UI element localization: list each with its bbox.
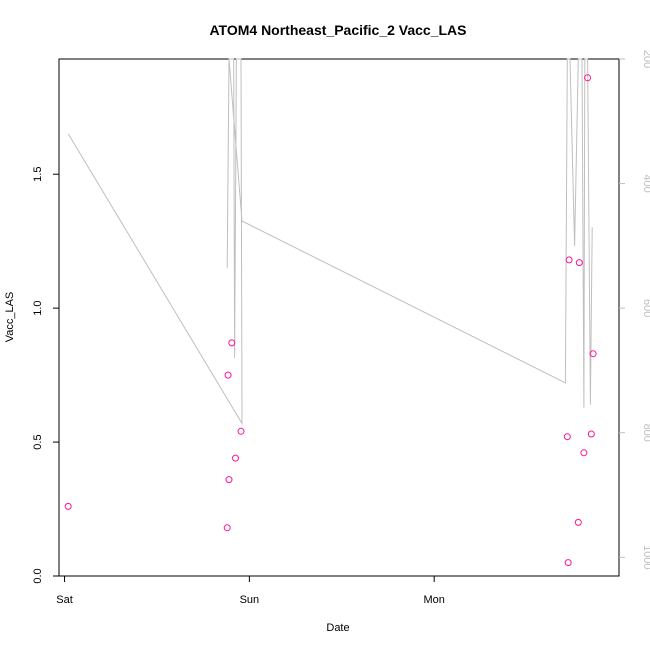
right-tick-label: 400 xyxy=(641,174,650,192)
right-tick-label: 200 xyxy=(641,50,650,68)
x-tick-label: Mon xyxy=(423,594,444,606)
data-point xyxy=(223,524,231,532)
right-tick-label: 1000 xyxy=(641,545,650,569)
y-axis: 0.0 0.5 1.0 1.5 xyxy=(32,167,59,584)
data-point xyxy=(574,518,582,526)
x-tick-label: Sat xyxy=(56,594,73,606)
x-axis-label: Date xyxy=(326,622,349,634)
data-point xyxy=(232,454,239,462)
data-point xyxy=(228,339,236,347)
right-axis: 200 400 600 800 1000 xyxy=(619,50,650,570)
data-point xyxy=(563,433,571,441)
right-tick-label: 600 xyxy=(641,299,650,317)
data-point xyxy=(64,502,72,510)
data-point xyxy=(225,476,233,484)
y-tick-label: 1.0 xyxy=(32,300,44,315)
data-point xyxy=(589,350,597,358)
data-point xyxy=(584,74,592,82)
data-point xyxy=(224,371,232,379)
y-tick-label: 1.5 xyxy=(32,167,44,182)
y-tick-label: 0.5 xyxy=(32,434,44,449)
data-point xyxy=(580,449,588,457)
data-point xyxy=(575,259,583,267)
data-point xyxy=(565,256,573,264)
data-point xyxy=(237,427,245,435)
series-points xyxy=(64,74,597,567)
series-line xyxy=(67,58,593,426)
x-axis: Sat Sun Mon xyxy=(56,576,445,606)
x-tick-label: Sun xyxy=(240,594,260,606)
chart-title: ATOM4 Northeast_Pacific_2 Vacc_LAS xyxy=(209,22,466,38)
data-point xyxy=(564,559,572,567)
plot-frame xyxy=(58,58,620,577)
data-point xyxy=(587,430,595,438)
y-axis-label: Vacc_LAS xyxy=(4,292,16,343)
y-tick-label: 0.0 xyxy=(32,568,44,583)
right-tick-label: 800 xyxy=(641,424,650,442)
series-lines xyxy=(67,58,593,426)
